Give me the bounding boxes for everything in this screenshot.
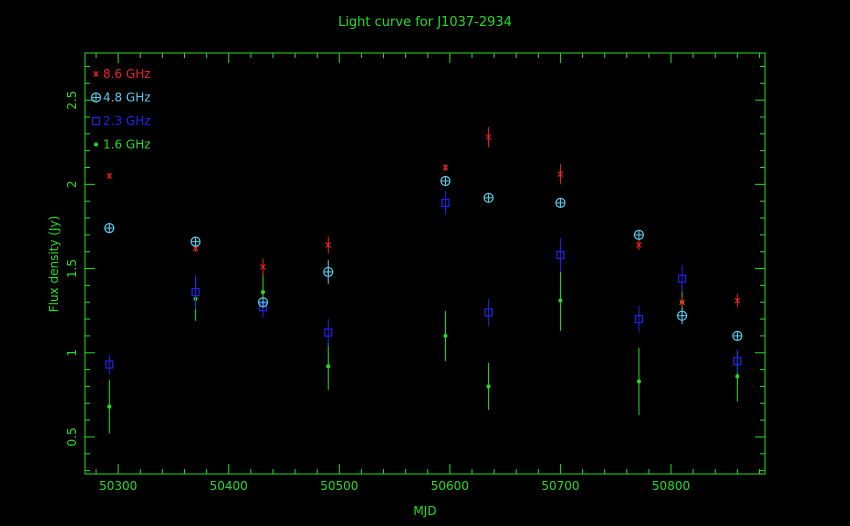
data-point xyxy=(106,172,113,179)
data-point xyxy=(483,192,494,203)
legend-item-2-3-ghz: 2.3 GHz xyxy=(91,114,151,128)
data-point xyxy=(260,263,266,270)
data-point xyxy=(734,297,741,304)
series-2-3-ghz xyxy=(105,191,742,375)
data-point xyxy=(556,250,565,260)
data-point xyxy=(484,308,493,317)
data-point xyxy=(257,297,269,308)
data-point xyxy=(636,241,642,248)
data-point xyxy=(105,360,114,369)
data-point xyxy=(679,299,685,306)
data-marks xyxy=(104,127,743,434)
data-point xyxy=(326,364,331,369)
data-point xyxy=(442,164,449,171)
y-tick-label: 1 xyxy=(65,349,79,357)
legend-label: 4.8 GHz xyxy=(103,91,151,105)
legend-item-8-6-ghz: 8.6 GHz xyxy=(93,67,151,81)
data-point xyxy=(485,134,492,141)
data-point xyxy=(634,314,644,324)
legend-item-4-8-ghz: 4.8 GHz xyxy=(90,91,151,105)
data-point xyxy=(440,175,451,187)
series-4-8-ghz xyxy=(104,175,743,342)
legend-label: 1.6 GHz xyxy=(103,138,151,152)
y-tick-label: 2 xyxy=(65,181,79,189)
x-tick-label: 50300 xyxy=(99,479,137,493)
plot-frame xyxy=(84,52,766,475)
legend-label: 2.3 GHz xyxy=(103,114,151,128)
data-point xyxy=(325,241,332,248)
x-tick-label: 50500 xyxy=(320,479,358,493)
series-8-6-ghz xyxy=(106,127,741,308)
data-point xyxy=(558,298,563,303)
plot-border xyxy=(84,52,766,475)
legend-marker xyxy=(90,92,102,103)
y-tick-label: 2.5 xyxy=(65,91,79,110)
legend-marker xyxy=(94,142,98,147)
data-point xyxy=(557,171,564,178)
data-point xyxy=(732,330,743,342)
y-tick-label: 0.5 xyxy=(65,427,79,446)
data-point xyxy=(735,374,740,379)
x-tick-label: 50800 xyxy=(652,479,690,493)
x-tick-label: 50600 xyxy=(431,479,469,493)
legend-marker xyxy=(93,71,99,77)
legend: 8.6 GHz 4.8 GHz 2.3 GHz 1.6 GHz xyxy=(90,67,151,152)
data-point xyxy=(443,333,448,338)
data-point xyxy=(190,236,201,247)
x-tick-label: 50700 xyxy=(541,479,579,493)
legend-label: 8.6 GHz xyxy=(103,67,151,81)
legend-item-1-6-ghz: 1.6 GHz xyxy=(94,138,151,152)
data-point xyxy=(633,229,645,240)
series-1-6-ghz xyxy=(107,270,740,434)
y-tick-label: 1.5 xyxy=(65,259,79,278)
data-point xyxy=(636,379,641,384)
data-point xyxy=(324,328,333,337)
data-point xyxy=(555,197,566,208)
chart-title: Light curve for J1037-2934 xyxy=(338,15,512,30)
data-point xyxy=(733,357,742,366)
data-point xyxy=(323,266,334,278)
x-axis-label: MJD xyxy=(413,504,436,518)
data-point xyxy=(486,384,491,389)
y-axis-label: Flux density (Jy) xyxy=(47,216,61,313)
data-point xyxy=(191,288,200,297)
axis-ticks: 50300 50400 50500 50600 50700 50800 0.5 1 1.5 2 2.… xyxy=(65,53,765,493)
x-tick-label: 50400 xyxy=(210,479,248,493)
data-point xyxy=(261,290,266,295)
data-point xyxy=(104,223,115,234)
data-point xyxy=(676,310,688,321)
data-point xyxy=(677,274,687,283)
data-point xyxy=(107,404,112,409)
legend-marker xyxy=(91,116,101,126)
data-point xyxy=(441,198,450,207)
